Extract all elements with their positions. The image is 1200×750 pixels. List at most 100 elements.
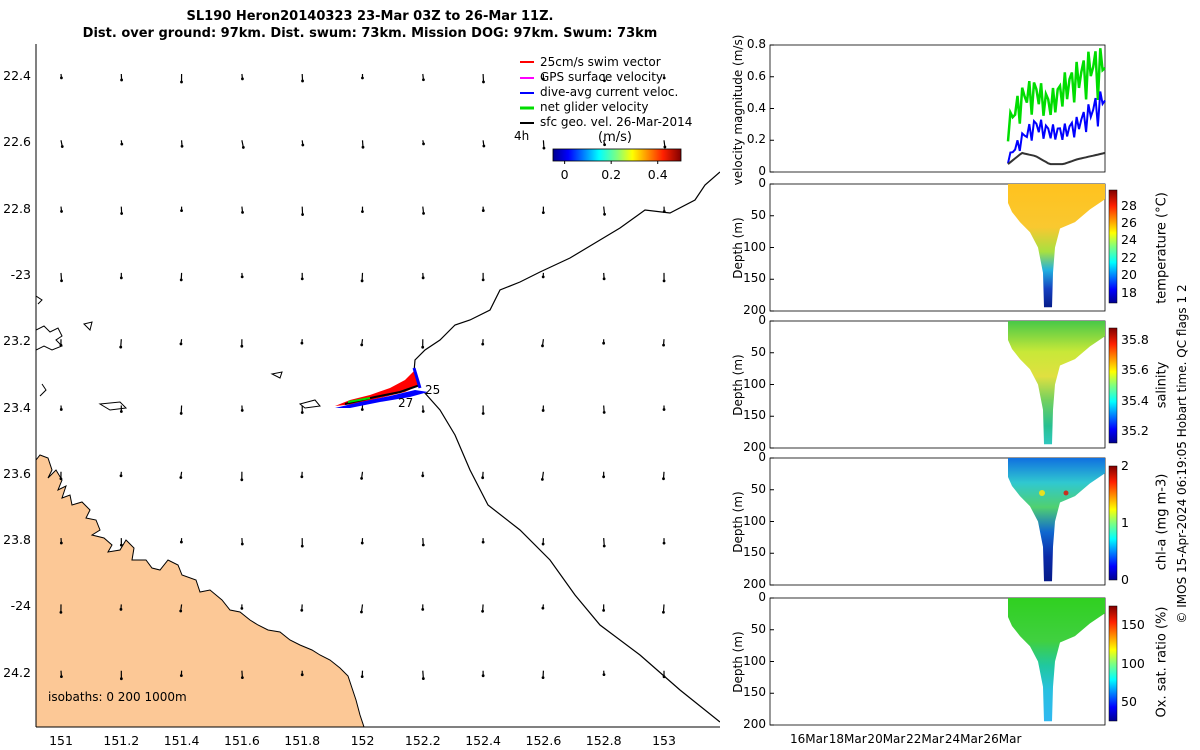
speed-colorbar	[552, 148, 682, 162]
quiver-arrow	[119, 272, 123, 280]
quiver-arrow	[179, 339, 183, 346]
lon-tick-151.4: 151.4	[163, 733, 200, 748]
quiver-arrow	[662, 538, 666, 545]
quiver-arrow	[59, 538, 63, 545]
colorbar-unit: (m/s)	[598, 130, 632, 145]
quiver-arrow	[119, 471, 123, 478]
reef-4	[83, 321, 93, 331]
depth-tick-3-200: 200	[743, 717, 766, 731]
quiver-arrow	[179, 405, 183, 415]
quiver-arrow	[421, 339, 425, 349]
quiver-arrow	[360, 471, 364, 480]
lon-tick-153: 153	[652, 733, 676, 748]
quiver-arrow	[240, 272, 244, 279]
quiver-arrow	[120, 206, 124, 215]
oxygen-colorbar	[1108, 605, 1118, 722]
chla-cbar-tick-1: 1	[1121, 515, 1129, 530]
chla-cbar-label: chl-a (mg m-3)	[1154, 473, 1170, 571]
chla-hotspot	[1039, 490, 1045, 496]
quiver-arrow	[422, 206, 425, 215]
quiver-arrow	[541, 73, 545, 81]
quiver-arrow	[119, 405, 123, 413]
quiver-arrow	[119, 604, 123, 611]
quiver-arrow	[421, 405, 425, 413]
quiver-arrow	[662, 405, 666, 411]
lon-tick-152.4: 152.4	[465, 733, 501, 748]
quiver-arrow	[481, 405, 485, 415]
reef-1	[98, 401, 128, 411]
time-tick-22Mar: 22Mar	[906, 732, 945, 746]
legend-swim-vector: 25cm/s swim vector	[540, 55, 661, 69]
footer-credit: © IMOS 15-Apr-2024 06:19:05 Hobart time.…	[1175, 284, 1189, 624]
depth-tick-3-0: 0	[758, 590, 766, 604]
quiver-arrow	[240, 405, 244, 412]
quiver-arrow	[662, 604, 665, 614]
speed-cbar-tick-0: 0	[560, 167, 569, 182]
temperature-cbar-tick-22: 22	[1121, 249, 1137, 265]
legend-gps-velocity: GPS surface velocity	[540, 70, 664, 84]
quiver-arrow	[120, 140, 124, 146]
quiver-arrow	[301, 206, 304, 216]
lon-tick-152.6: 152.6	[525, 733, 562, 748]
chla-cbar-tick-0: 0	[1121, 572, 1129, 587]
coastline-north	[36, 325, 63, 351]
quiver-arrow	[481, 272, 485, 282]
salinity-cbar-tick-35.6: 35.6	[1121, 362, 1149, 378]
lat-tick-2: 22.8	[3, 200, 31, 216]
oxygen-cbar-tick-50: 50	[1121, 693, 1137, 709]
temperature-cbar-tick-24: 24	[1121, 232, 1137, 248]
speed-colorbar-ticks	[564, 161, 659, 164]
depth-tick-3-100: 100	[743, 653, 766, 668]
quiver-arrow	[481, 670, 485, 678]
temperature-cbar-tick-20: 20	[1121, 267, 1137, 283]
temperature-cbar-tick-28: 28	[1121, 197, 1137, 213]
quiver-arrow	[422, 140, 425, 146]
vel-ytick-0: 0	[758, 164, 766, 178]
quiver-arrow	[662, 339, 665, 347]
lat-tick-4: 23.2	[3, 333, 31, 349]
surface-velocity-quiver	[59, 73, 667, 681]
quiver-arrow	[241, 140, 245, 149]
lon-tick-151.8: 151.8	[284, 733, 321, 748]
net-velocity-arrow	[347, 397, 371, 403]
lat-tick-9: 24.2	[3, 664, 31, 680]
quiver-arrow	[603, 140, 607, 147]
quiver-arrow	[300, 471, 304, 479]
time-tick-18Mar: 18Mar	[828, 732, 867, 746]
isobath-1000m	[413, 171, 720, 373]
time-tick-24Mar: 24Mar	[944, 732, 983, 746]
quiver-arrow	[662, 272, 666, 283]
quiver-arrow	[60, 670, 63, 679]
quiver-arrow	[421, 604, 425, 611]
quiver-arrow	[482, 73, 485, 84]
depth-tick-1-50: 50	[750, 344, 766, 359]
temperature-panel	[769, 183, 1118, 312]
isobath-200m	[423, 391, 720, 723]
chla-colorbar	[1108, 465, 1118, 581]
quiver-arrow	[241, 73, 244, 81]
quiver-arrow	[481, 339, 485, 346]
quiver-arrow	[541, 670, 545, 680]
quiver-arrow	[300, 604, 304, 612]
lat-tick-5: 23.4	[3, 399, 31, 415]
lon-tick-152.2: 152.2	[404, 733, 441, 748]
quiver-arrow	[180, 73, 183, 84]
depth-tick-2-200: 200	[743, 577, 766, 591]
quiver-arrow	[602, 339, 606, 345]
depth-tick-3-150: 150	[743, 685, 766, 700]
salinity-cbar-tick-35.8: 35.8	[1121, 332, 1149, 348]
lat-tick-0: 22.4	[3, 68, 31, 83]
lon-tick-152.8: 152.8	[585, 733, 622, 748]
lon-tick-151.2: 151.2	[103, 733, 140, 748]
quiver-arrow	[240, 670, 244, 679]
salinity-colorbar	[1108, 327, 1118, 444]
speed-cbar-tick-0.2: 0.2	[601, 167, 622, 182]
salinity-section	[1008, 321, 1105, 445]
quiver-arrow	[481, 206, 485, 212]
vel-ytick-0.4: 0.4	[746, 100, 766, 115]
quiver-arrow	[301, 140, 305, 147]
coastline-land	[36, 454, 365, 727]
quiver-arrow	[422, 73, 425, 82]
quiver-arrow	[360, 670, 364, 679]
quiver-arrow	[540, 471, 544, 481]
